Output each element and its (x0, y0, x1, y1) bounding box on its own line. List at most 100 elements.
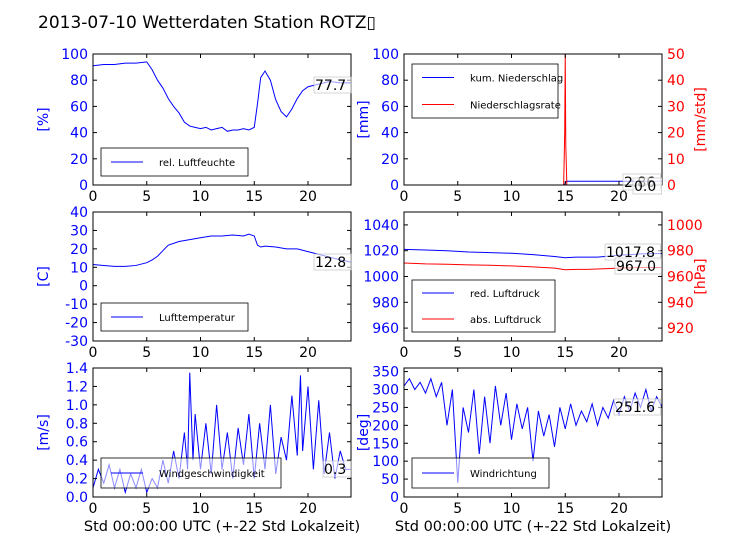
value-annotation-box (322, 460, 353, 478)
x-tick-label: 10 (192, 345, 210, 361)
legend: Windrichtung (411, 457, 550, 489)
x-tick-label: 15 (556, 189, 574, 205)
panel-middle-left: 0 5 10 15 20 -30 -20 -10 0 10 20 30 40 [C] Lufttempera… (36, 205, 352, 361)
value-annotation: 967.0 (616, 259, 656, 275)
y2-tick-label: 40 (667, 73, 685, 89)
y-tick-label: 20 (70, 152, 88, 168)
x-tick-label: 10 (192, 189, 210, 205)
x-tick-label: 20 (299, 345, 317, 361)
value-annotation-box (313, 253, 352, 271)
x-tick-label: 10 (503, 345, 521, 361)
y-tick-label: 300 (372, 383, 399, 399)
x-tick-label: 20 (610, 345, 628, 361)
y-tick-label: 0.8 (66, 416, 88, 432)
x-axis-label-left: Std 00:00:00 UTC (+-22 Std Lokalzeit) (84, 519, 360, 535)
value-annotation: 1017.8 (606, 245, 655, 261)
x-tick-label: 0 (89, 345, 98, 361)
y-tick-label: 350 (372, 365, 399, 381)
y-tick-label: 200 (372, 418, 399, 434)
y-tick-label: 1.4 (66, 361, 88, 377)
y-tick-label: 1000 (363, 270, 399, 286)
panel-bottom-left: 0 5 10 15 20 0.0 0.2 0.4 0.6 0.8 1.0 1.2 1.4 [m/s] Win… (36, 361, 353, 517)
value-annotation: 12.8 (315, 255, 346, 271)
x-tick-label: 5 (453, 501, 462, 517)
y-axis-label: [m/s] (36, 414, 52, 451)
x-tick-label: 0 (400, 189, 409, 205)
plot-frame (92, 367, 352, 498)
y-axis-label: [C] (36, 266, 52, 287)
legend-label: abs. Luftdruck (470, 315, 541, 326)
y-tick-label: 980 (372, 295, 399, 311)
plot-frame (403, 53, 663, 186)
y2-tick-label: 10 (667, 152, 685, 168)
y-tick-label: -10 (65, 297, 88, 313)
value-annotation-box (614, 257, 662, 275)
y-tick-label: 1040 (363, 218, 399, 234)
series-line-1 (93, 61, 351, 132)
y-tick-label: 0.2 (66, 472, 88, 488)
y2-axis-label: [hPa] (693, 258, 709, 294)
panel-bottom-right: 0 5 10 15 20050100150200250300350[deg]Windri… (356, 365, 663, 517)
y2-tick-label: 20 (667, 126, 685, 142)
figure-title: 2013-07-10 Wetterdaten Station ROTZ▯ (38, 13, 376, 33)
legend: rel. Luftfeuchte (100, 147, 249, 177)
value-annotation: 0.3 (324, 462, 346, 478)
y-tick-label: 1020 (363, 244, 399, 260)
x-tick-label: 5 (142, 189, 151, 205)
y2-tick-label: 50 (667, 47, 685, 63)
legend-label: Windrichtung (470, 469, 537, 480)
y-tick-label: 40 (381, 126, 399, 142)
panel-top-right: 0 5 10 15 20 0 20 40 60 80 100 0 10 20 30 40 50 [mm] [mm/s… (356, 47, 709, 205)
x-tick-label: 5 (453, 189, 462, 205)
value-annotation: 77.7 (315, 78, 346, 94)
y2-tick-label: 980 (667, 244, 694, 260)
x-tick-label: 0 (89, 189, 98, 205)
y-tick-label: 0 (79, 178, 88, 194)
legend-frame (411, 63, 559, 119)
y-tick-label: 20 (381, 152, 399, 168)
y-tick-label: 60 (70, 99, 88, 115)
x-tick-label: 15 (245, 501, 263, 517)
x-tick-label: 0 (400, 345, 409, 361)
y-tick-label: 0 (79, 279, 88, 295)
y2-tick-label: 960 (667, 270, 694, 286)
value-annotation-box (613, 398, 661, 416)
y-axis-label: [deg] (356, 414, 372, 451)
legend-label: kum. Niederschlag (470, 74, 563, 85)
y-tick-label: 30 (70, 223, 88, 239)
y-tick-label: 1.0 (66, 398, 88, 414)
legend: Windgeschwindigkeit (100, 457, 282, 489)
series-line-1 (93, 233, 351, 267)
legend-label: Lufttemperatur (159, 313, 236, 324)
y-tick-label: 250 (372, 400, 399, 416)
legend-label: Niederschlagsrate (470, 101, 561, 112)
value-annotation-box (632, 177, 663, 195)
y-tick-label: 50 (381, 472, 399, 488)
y-tick-label: 100 (372, 47, 399, 63)
x-tick-label: 0 (89, 501, 98, 517)
legend-label: red. Luftdruck (470, 289, 540, 300)
y-tick-label: -20 (65, 316, 88, 332)
legend-label: rel. Luftfeuchte (159, 158, 235, 169)
x-tick-label: 15 (556, 345, 574, 361)
x-tick-label: 5 (453, 345, 462, 361)
y-tick-label: 40 (70, 126, 88, 142)
y2-tick-label: 30 (667, 99, 685, 115)
x-tick-label: 10 (503, 189, 521, 205)
y-tick-label: 0.4 (66, 453, 88, 469)
legend: kum. Niederschlag Niederschlagsrate (411, 63, 563, 119)
legend: red. Luftdruck abs. Luftdruck (411, 279, 556, 333)
y-tick-label: 40 (70, 205, 88, 221)
x-tick-label: 5 (142, 501, 151, 517)
y-tick-label: 10 (70, 260, 88, 276)
plot-frame (92, 211, 352, 342)
y2-tick-label: 940 (667, 295, 694, 311)
legend: Lufttemperatur (100, 302, 249, 332)
y-axis-label: [%] (36, 107, 52, 131)
value-annotation: 251.6 (615, 400, 655, 416)
x-tick-label: 15 (245, 189, 263, 205)
y-tick-label: 80 (381, 73, 399, 89)
x-tick-label: 20 (610, 501, 628, 517)
value-annotation-box (313, 76, 352, 94)
